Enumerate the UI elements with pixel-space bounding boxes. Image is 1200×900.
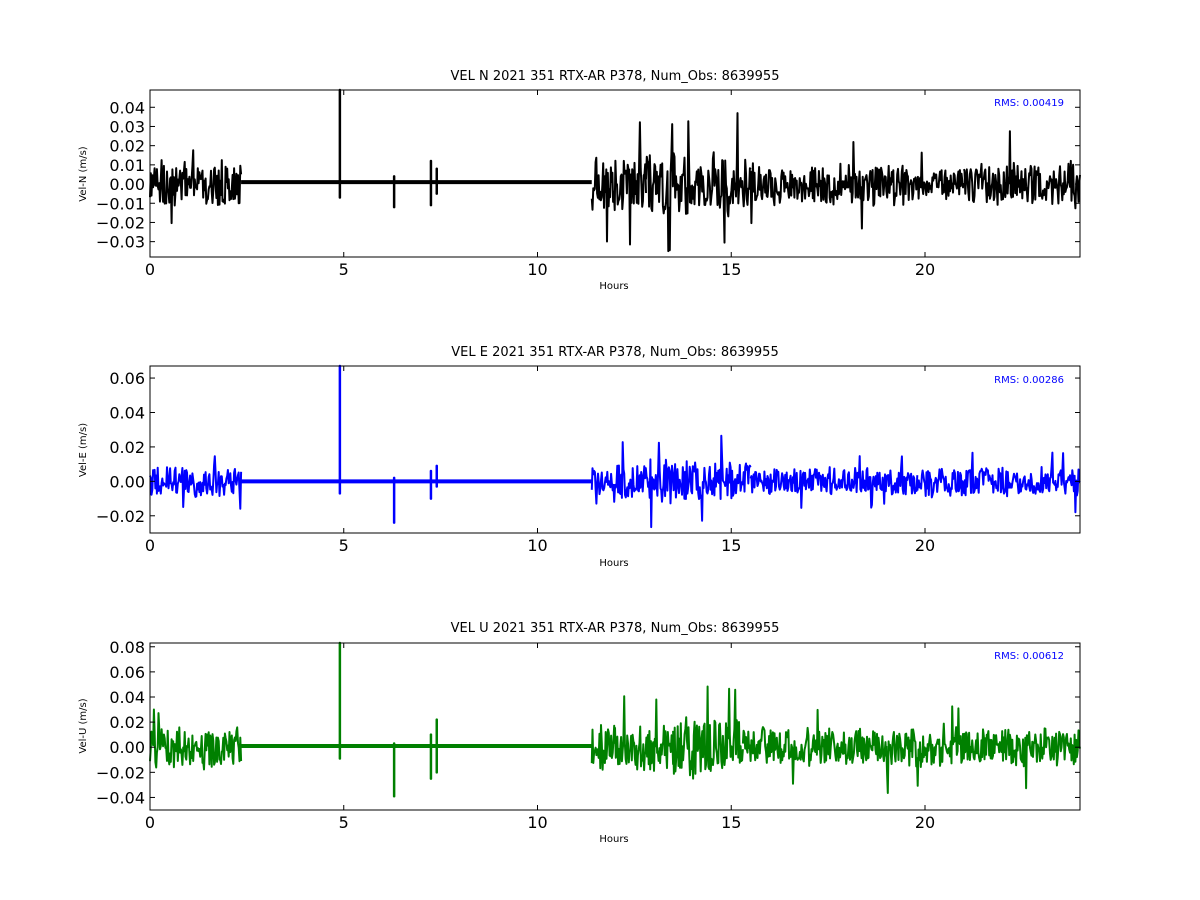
panel-vel-e: VEL E 2021 351 RTX-AR P378, Num_Obs: 863… bbox=[78, 345, 1081, 569]
series-segment bbox=[614, 434, 752, 529]
y-tick-label: −0.02 bbox=[96, 507, 145, 526]
x-tick-label: 10 bbox=[527, 813, 547, 832]
y-tick-label: 0.06 bbox=[109, 369, 145, 388]
y-tick-label: −0.02 bbox=[96, 213, 145, 232]
y-tick-label: 0.06 bbox=[109, 663, 145, 682]
x-tick-label: 20 bbox=[915, 260, 935, 279]
x-tick-label: 0 bbox=[145, 536, 155, 555]
series-marks bbox=[149, 641, 1081, 798]
y-tick-label: 0.02 bbox=[109, 438, 145, 457]
y-tick-label: 0.01 bbox=[109, 156, 145, 175]
y-tick-label: 0.03 bbox=[109, 117, 145, 136]
plot-frame bbox=[149, 365, 1081, 534]
series-segment bbox=[749, 455, 919, 509]
x-axis-label: Hours bbox=[599, 281, 628, 292]
x-tick-label: 20 bbox=[915, 813, 935, 832]
x-tick-label: 15 bbox=[721, 813, 741, 832]
series-segment bbox=[149, 708, 243, 771]
x-axis-label: Hours bbox=[599, 834, 628, 845]
chart-title: VEL U 2021 351 RTX-AR P378, Num_Obs: 863… bbox=[451, 621, 780, 636]
x-axis-label: Hours bbox=[599, 558, 628, 569]
series-segment bbox=[672, 685, 744, 780]
rms-annotation: RMS: 0.00286 bbox=[994, 375, 1064, 386]
y-tick-label: 0.04 bbox=[109, 403, 145, 422]
y-tick-label: 0.02 bbox=[109, 713, 145, 732]
series-segment bbox=[149, 455, 243, 510]
y-tick-label: 0.08 bbox=[109, 638, 145, 657]
axis-ticks: 0 5 10 15 20 −0.04 −0.02 0.00 0.02 0.04 0.06 0.08 bbox=[96, 638, 1080, 832]
x-tick-label: 0 bbox=[145, 260, 155, 279]
x-tick-label: 10 bbox=[527, 536, 547, 555]
series-segment bbox=[916, 451, 1081, 514]
axis-ticks: 0 5 10 15 20 −0.03−0.02−0.010.000.010.020.030… bbox=[96, 90, 1080, 279]
series-segment bbox=[149, 149, 243, 225]
y-axis-label: Vel-N (m/s) bbox=[78, 146, 89, 201]
x-tick-label: 0 bbox=[145, 813, 155, 832]
series-segment bbox=[590, 121, 647, 246]
plot-frame bbox=[149, 89, 1081, 258]
rms-annotation: RMS: 0.00612 bbox=[994, 651, 1064, 662]
panel-vel-n: VEL N 2021 351 RTX-AR P378, Num_Obs: 863… bbox=[78, 69, 1081, 292]
axis-ticks: 0 5 10 15 20 −0.02 0.00 0.02 0.04 0.06 bbox=[96, 366, 1080, 555]
y-axis-label: Vel-E (m/s) bbox=[78, 423, 89, 477]
series-marks bbox=[149, 364, 1081, 529]
y-tick-label: 0.00 bbox=[109, 175, 145, 194]
series-segment bbox=[590, 467, 616, 505]
y-tick-label: 0.02 bbox=[109, 137, 145, 156]
chart-title: VEL N 2021 351 RTX-AR P378, Num_Obs: 863… bbox=[451, 69, 780, 84]
y-tick-label: 0.00 bbox=[109, 472, 145, 491]
plot-frame bbox=[149, 642, 1081, 811]
y-tick-label: 0.04 bbox=[109, 688, 145, 707]
series-segment bbox=[590, 724, 616, 771]
series-segment bbox=[962, 727, 1081, 790]
x-tick-label: 10 bbox=[527, 260, 547, 279]
rms-annotation: RMS: 0.00419 bbox=[994, 98, 1064, 109]
x-tick-label: 15 bbox=[721, 260, 741, 279]
x-tick-label: 5 bbox=[339, 260, 349, 279]
y-axis-label: Vel-U (m/s) bbox=[78, 698, 89, 753]
series-marks bbox=[149, 88, 1081, 253]
series-segment bbox=[614, 695, 675, 772]
x-tick-label: 5 bbox=[339, 813, 349, 832]
x-tick-label: 15 bbox=[721, 536, 741, 555]
y-tick-label: −0.03 bbox=[96, 233, 145, 252]
y-tick-label: −0.04 bbox=[96, 788, 145, 807]
series-segment bbox=[904, 151, 965, 201]
series-segment bbox=[749, 141, 907, 230]
series-segment bbox=[645, 112, 752, 253]
x-tick-label: 5 bbox=[339, 536, 349, 555]
y-tick-label: 0.00 bbox=[109, 738, 145, 757]
series-segment bbox=[962, 130, 1081, 210]
series-segment bbox=[885, 705, 965, 794]
panel-vel-u: VEL U 2021 351 RTX-AR P378, Num_Obs: 863… bbox=[78, 621, 1081, 845]
x-tick-label: 20 bbox=[915, 536, 935, 555]
y-tick-label: −0.02 bbox=[96, 763, 145, 782]
y-tick-label: 0.04 bbox=[109, 98, 145, 117]
chart-title: VEL E 2021 351 RTX-AR P378, Num_Obs: 863… bbox=[451, 345, 778, 360]
y-tick-label: −0.01 bbox=[96, 194, 145, 213]
series-segment bbox=[741, 708, 888, 785]
